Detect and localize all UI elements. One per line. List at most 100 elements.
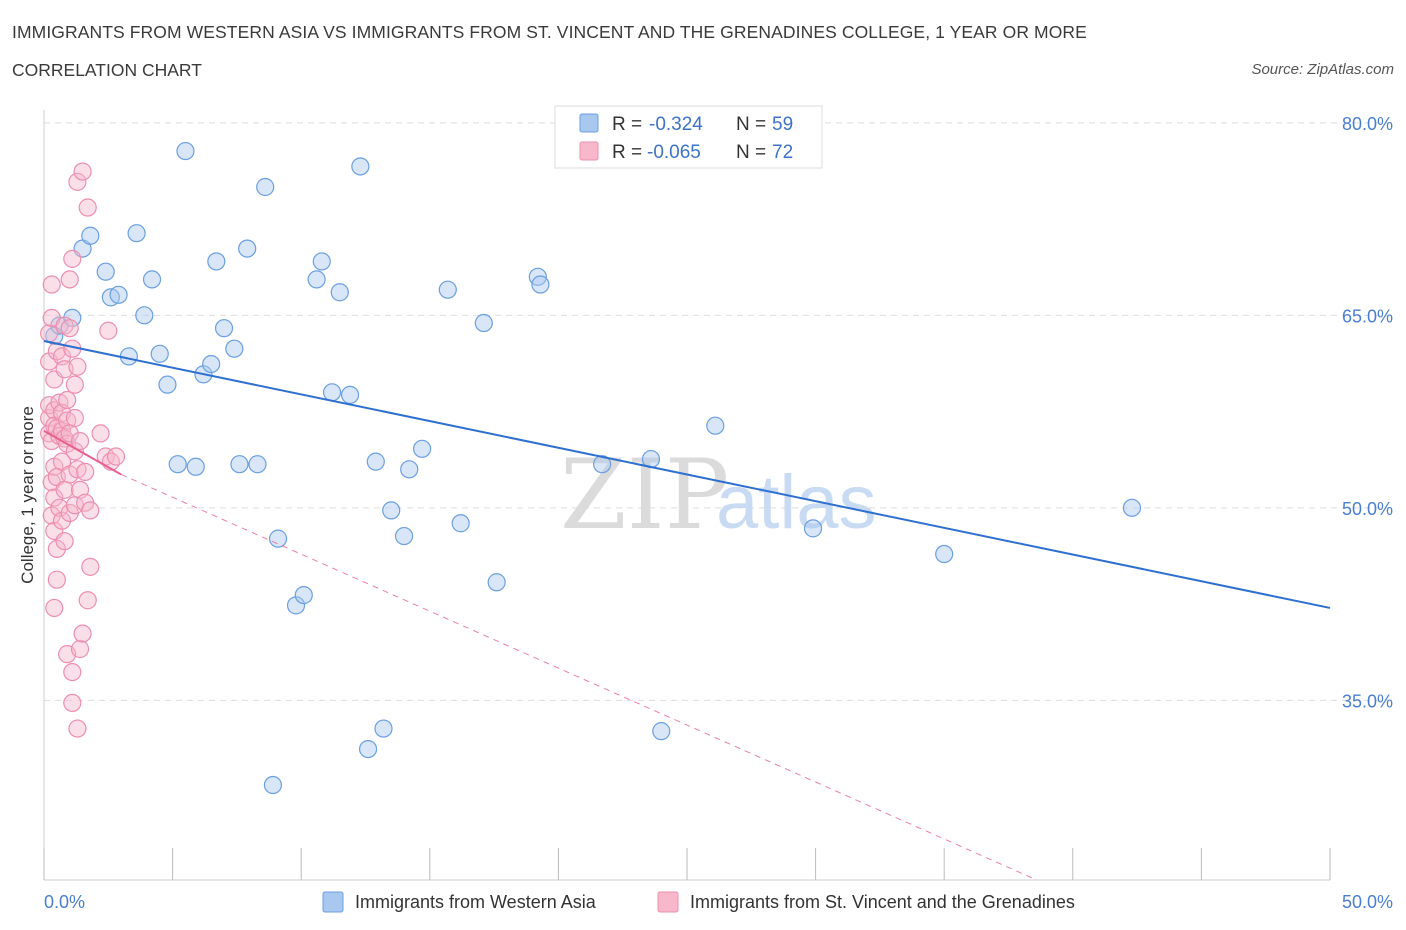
point-western-asia <box>307 270 326 289</box>
x-tick-label: 0.0% <box>44 892 85 912</box>
y-tick-label: 65.0% <box>1342 306 1393 326</box>
point-western-asia <box>593 455 612 474</box>
point-st-vincent <box>55 480 74 499</box>
point-western-asia <box>531 275 550 294</box>
legend-swatch-pink <box>579 141 599 161</box>
point-western-asia <box>652 722 671 741</box>
legend-r-label-1: R = <box>612 114 642 135</box>
point-western-asia <box>322 383 342 402</box>
point-western-asia <box>207 252 226 271</box>
legend-n-label-2: N = <box>736 142 766 163</box>
point-st-vincent <box>42 275 61 294</box>
legend-r-value-1: -0.324 <box>649 114 703 135</box>
point-western-asia <box>214 319 234 338</box>
point-st-vincent <box>63 662 82 682</box>
point-western-asia <box>400 460 419 479</box>
point-western-asia <box>487 573 506 592</box>
point-western-asia <box>474 313 493 333</box>
point-st-vincent <box>68 719 87 738</box>
series-legend-label-blue: Immigrants from Western Asia <box>355 892 597 912</box>
y-tick-label: 80.0% <box>1342 114 1393 134</box>
point-st-vincent <box>40 324 59 343</box>
series-legend-label-pink: Immigrants from St. Vincent and the Gren… <box>690 892 1075 912</box>
point-st-vincent <box>91 424 110 443</box>
grid-layer <box>44 122 1393 701</box>
point-st-vincent <box>45 598 64 618</box>
point-western-asia <box>81 226 100 245</box>
legend-swatch-blue <box>579 113 599 133</box>
y-tick-label: 50.0% <box>1342 499 1393 519</box>
point-st-vincent <box>50 426 69 446</box>
point-st-vincent <box>73 624 92 643</box>
point-western-asia <box>382 501 401 520</box>
point-st-vincent <box>58 390 77 410</box>
point-st-vincent <box>60 270 79 289</box>
point-st-vincent <box>78 198 97 217</box>
point-st-vincent <box>60 319 79 338</box>
x-tick-label: 50.0% <box>1342 892 1393 912</box>
point-st-vincent <box>68 172 87 191</box>
watermark-zip: ZIP <box>560 439 729 551</box>
point-western-asia <box>412 439 432 458</box>
point-st-vincent <box>78 591 97 610</box>
point-western-asia <box>330 283 349 302</box>
point-western-asia <box>1122 498 1142 517</box>
point-western-asia <box>263 775 283 795</box>
trend-layer <box>43 340 1331 881</box>
watermark: ZIP atlas <box>560 439 877 551</box>
point-st-vincent <box>106 447 126 466</box>
point-western-asia <box>176 141 195 161</box>
point-st-vincent <box>81 557 100 576</box>
point-st-vincent <box>70 432 90 451</box>
point-western-asia <box>109 285 128 304</box>
y-axis-label: College, 1 year or more <box>18 406 37 584</box>
point-western-asia <box>127 224 146 243</box>
series-legend: Immigrants from Western Asia Immigrants … <box>322 891 1075 913</box>
point-st-vincent <box>45 488 64 507</box>
point-st-vincent <box>55 316 74 335</box>
points-layer <box>40 141 1142 795</box>
point-western-asia <box>202 355 221 374</box>
point-western-asia <box>312 252 331 271</box>
point-western-asia <box>351 157 370 176</box>
point-western-asia <box>803 519 823 538</box>
chart-subtitle: CORRELATION CHART <box>12 60 202 80</box>
point-st-vincent <box>63 693 82 713</box>
chart-title: IMMIGRANTS FROM WESTERN ASIA VS IMMIGRAN… <box>12 22 1087 42</box>
point-western-asia <box>294 585 313 605</box>
point-st-vincent <box>99 321 118 340</box>
point-st-vincent <box>65 375 84 394</box>
point-st-vincent <box>52 511 72 530</box>
point-western-asia <box>150 344 169 363</box>
point-western-asia <box>358 739 378 759</box>
point-st-vincent <box>65 442 84 461</box>
point-western-asia <box>286 596 306 615</box>
point-western-asia <box>394 526 414 546</box>
legend-r-label-2: R = <box>612 142 642 163</box>
point-st-vincent <box>76 462 95 481</box>
point-western-asia <box>158 375 177 394</box>
point-western-asia <box>96 262 115 281</box>
point-western-asia <box>135 306 154 325</box>
point-western-asia <box>340 385 360 404</box>
series-legend-swatch-pink <box>657 891 679 913</box>
point-western-asia <box>186 457 205 476</box>
watermark-atlas: atlas <box>716 460 877 545</box>
point-western-asia <box>374 719 393 738</box>
point-western-asia <box>248 455 267 474</box>
legend-n-label-1: N = <box>736 114 766 135</box>
point-st-vincent <box>42 506 61 525</box>
point-western-asia <box>238 239 257 258</box>
trend-line-western-asia <box>43 340 1331 609</box>
point-st-vincent <box>70 639 90 659</box>
legend-n-value-2: 72 <box>772 142 793 163</box>
point-western-asia <box>256 177 275 197</box>
legend-r-value-2: -0.065 <box>647 142 701 163</box>
point-western-asia <box>230 455 249 474</box>
point-st-vincent <box>47 570 66 589</box>
trend-line-st-vincent <box>43 429 122 476</box>
source-label: Source: ZipAtlas.com <box>1251 61 1394 78</box>
point-western-asia <box>268 529 288 548</box>
point-western-asia <box>225 339 244 358</box>
